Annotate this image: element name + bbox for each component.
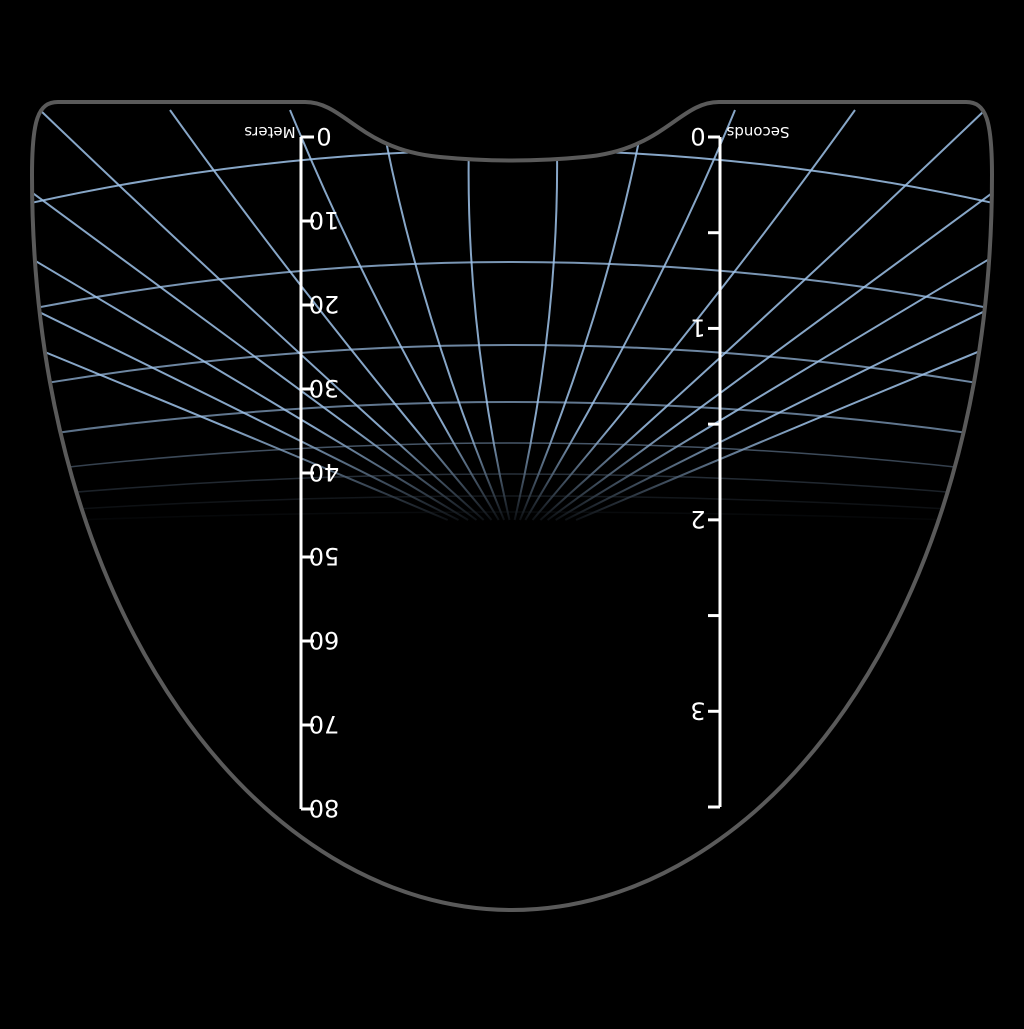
meters-tick-label: 10 [309,206,340,234]
meters-tick-label: 20 [309,290,340,318]
meters-tick-label: 30 [309,374,340,402]
seconds-tick-label: 0 [690,122,705,150]
meters-tick-label: 40 [309,458,340,486]
seconds-tick-label: 2 [690,505,705,533]
meters-tick-label: 80 [309,794,340,822]
seconds-unit-label: Seconds [726,123,789,141]
meters-scale: Meters 0 10 20 30 40 50 60 70 80 [244,122,339,822]
seconds-tick-label: 1 [690,313,705,341]
meters-tick-label: 60 [309,626,340,654]
meters-tick-label: 50 [309,542,340,570]
lens-frame [29,100,995,913]
grid-horizontal-line [32,261,992,316]
meters-tick-label: 70 [309,710,340,738]
seconds-tick-label: 3 [690,696,705,724]
meters-unit-label: Meters [244,123,295,141]
horizon-glow [252,102,772,230]
seconds-scale: Seconds 0 1 2 3 [690,122,790,809]
meters-tick-label: 0 [316,122,331,150]
grid-fade [32,300,992,530]
